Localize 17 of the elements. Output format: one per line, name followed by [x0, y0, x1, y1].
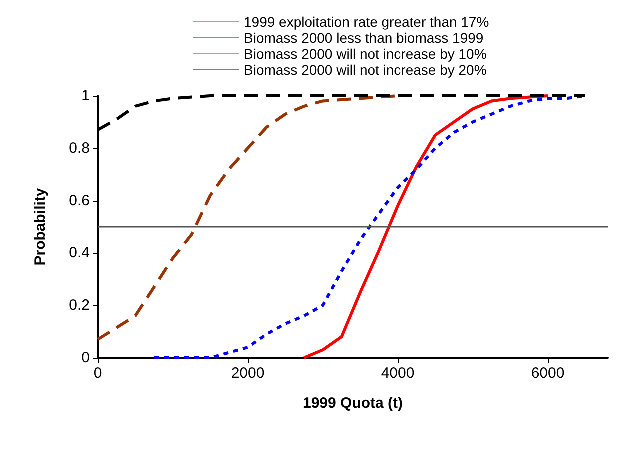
legend-label: Biomass 2000 will not increase by 20%	[244, 62, 487, 78]
y-tick-label: 0.8	[69, 140, 90, 157]
legend-label: 1999 exploitation rate greater than 17%	[244, 14, 490, 30]
x-axis-title: 1999 Quota (t)	[302, 395, 404, 412]
y-tick-label: 0.6	[69, 192, 90, 210]
x-tick-label: 0	[94, 365, 102, 382]
y-axis-title: Probability	[32, 188, 49, 266]
y-tick-label: 0	[82, 350, 90, 366]
legend-label: Biomass 2000 less than biomass 1999	[244, 30, 484, 46]
x-tick-label: 4000	[381, 365, 415, 382]
y-tick-label: 0.2	[69, 297, 90, 314]
x-tick-label: 6000	[531, 365, 565, 382]
line-series	[302, 94, 550, 360]
legend-label: Biomass 2000 will not increase by 10%	[244, 46, 487, 62]
y-tick-label: 1	[82, 88, 90, 104]
y-tick-label: 0.4	[69, 244, 90, 262]
x-tick-label: 2000	[231, 365, 265, 382]
